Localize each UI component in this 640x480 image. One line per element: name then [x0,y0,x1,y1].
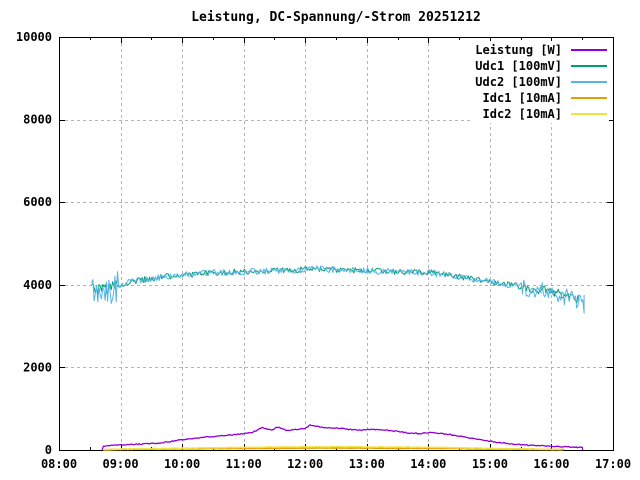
x-tick-label: 10:00 [164,457,200,471]
legend: Leistung [W] Udc1 [100mV] Udc2 [100mV] I… [473,41,609,123]
legend-label: Idc1 [10mA] [482,91,562,105]
legend-item: Idc2 [10mA] [475,106,607,122]
series-line [103,445,562,451]
legend-item: Udc2 [100mV] [475,74,607,90]
chart-title: Leistung, DC-Spannung/-Strom 20251212 [191,10,481,25]
y-tick-label: 4000 [23,278,52,292]
legend-label: Leistung [W] [475,43,562,57]
series-line [101,424,584,451]
x-tick-label: 09:00 [102,457,138,471]
y-tick-label: 6000 [23,195,52,209]
legend-item: Udc1 [100mV] [475,58,607,74]
x-tick-label: 08:00 [41,457,77,471]
y-tick-label: 8000 [23,113,52,127]
legend-line-swatch [571,65,607,67]
legend-line-swatch [571,113,607,115]
x-tick-label: 11:00 [226,457,262,471]
legend-line-swatch [571,97,607,99]
legend-item: Idc1 [10mA] [475,90,607,106]
y-tick-label: 0 [45,443,52,457]
legend-line-swatch [571,49,607,51]
x-tick-label: 14:00 [410,457,446,471]
y-tick-label: 2000 [23,360,52,374]
legend-line-swatch [571,81,607,83]
x-tick-label: 15:00 [472,457,508,471]
y-tick-label: 10000 [16,30,52,44]
legend-item: Leistung [W] [475,42,607,58]
legend-label: Idc2 [10mA] [482,107,562,121]
x-tick-label: 17:00 [595,457,631,471]
legend-label: Udc2 [100mV] [475,75,562,89]
x-tick-label: 13:00 [349,457,385,471]
x-tick-label: 16:00 [533,457,569,471]
x-tick-label: 12:00 [287,457,323,471]
series-line [91,265,585,314]
legend-label: Udc1 [100mV] [475,59,562,73]
